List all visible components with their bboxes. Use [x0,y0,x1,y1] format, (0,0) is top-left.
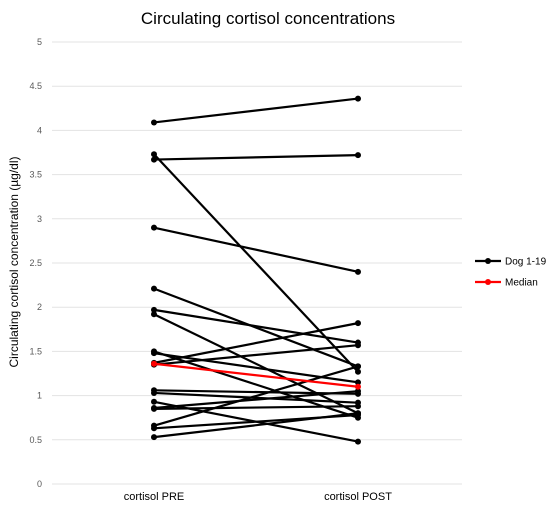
data-point [355,403,361,410]
series-line [151,152,361,163]
legend-label: Median [505,278,538,289]
series-path [153,362,359,388]
data-point [151,156,157,163]
series-line [151,151,361,375]
series-line [151,410,361,441]
data-point [355,379,361,386]
series-path [153,226,359,273]
x-axis-categories: cortisol PRE cortisol POST [124,491,392,503]
y-axis-label: Circulating cortisol concentration (µg/d… [7,156,21,367]
series-line [151,224,361,275]
legend-item: Median [475,278,538,289]
series-path [153,154,359,161]
data-point [355,368,361,375]
data-point [355,388,361,395]
series-line [151,360,361,390]
series-path [153,365,359,427]
data-point [355,152,361,159]
data-point [355,268,361,275]
data-point [151,398,157,405]
y-tick-label: 4.5 [29,81,42,91]
series-path [153,322,359,364]
y-axis-ticks: 0 0.5 1 1.5 2 2.5 3 3.5 4 4.5 5 [29,37,42,489]
y-tick-label: 5 [37,37,42,47]
y-tick-label: 2.5 [29,258,42,268]
data-point [355,342,361,349]
data-point [151,285,157,292]
chart-title: Circulating cortisol concentrations [141,9,395,28]
data-point [355,95,361,102]
series-path [153,287,359,368]
y-tick-label: 0 [37,479,42,489]
y-tick-label: 2 [37,302,42,312]
data-point [151,360,157,367]
series-path [153,313,359,415]
series-path [153,153,359,373]
data-point [355,363,361,370]
series-path [153,97,359,124]
series-line [151,95,361,126]
legend-label: Dog 1-19 [505,257,547,268]
data-point [151,119,157,126]
legend: Dog 1-19 Median [475,257,547,289]
series-path [153,405,359,410]
y-tick-label: 3 [37,214,42,224]
series-path [153,390,359,410]
data-point [151,350,157,357]
data-point [355,383,361,390]
data-point [151,306,157,313]
series-path [153,308,359,344]
legend-item: Dog 1-19 [475,257,547,268]
data-point [151,151,157,158]
series-line [151,412,361,432]
data-point [151,389,157,396]
y-tick-label: 1.5 [29,346,42,356]
data-point [151,425,157,432]
x-category-label: cortisol POST [324,491,392,503]
series-line [151,350,361,386]
data-point [151,405,157,412]
series-path [153,391,359,404]
series-path [153,344,359,366]
series-path [153,352,359,384]
series-line [151,403,361,412]
legend-swatch-marker [485,258,491,264]
legend-swatch-marker [485,279,491,285]
data-point [355,438,361,445]
data-point [355,320,361,327]
data-point [151,434,157,441]
x-category-label: cortisol PRE [124,491,185,503]
data-point [355,410,361,417]
data-point [151,311,157,318]
y-tick-label: 1 [37,391,42,401]
y-tick-label: 0.5 [29,435,42,445]
series-path [153,412,359,439]
series-group [151,95,361,445]
y-tick-label: 4 [37,125,42,135]
y-tick-label: 3.5 [29,170,42,180]
data-point [151,224,157,231]
